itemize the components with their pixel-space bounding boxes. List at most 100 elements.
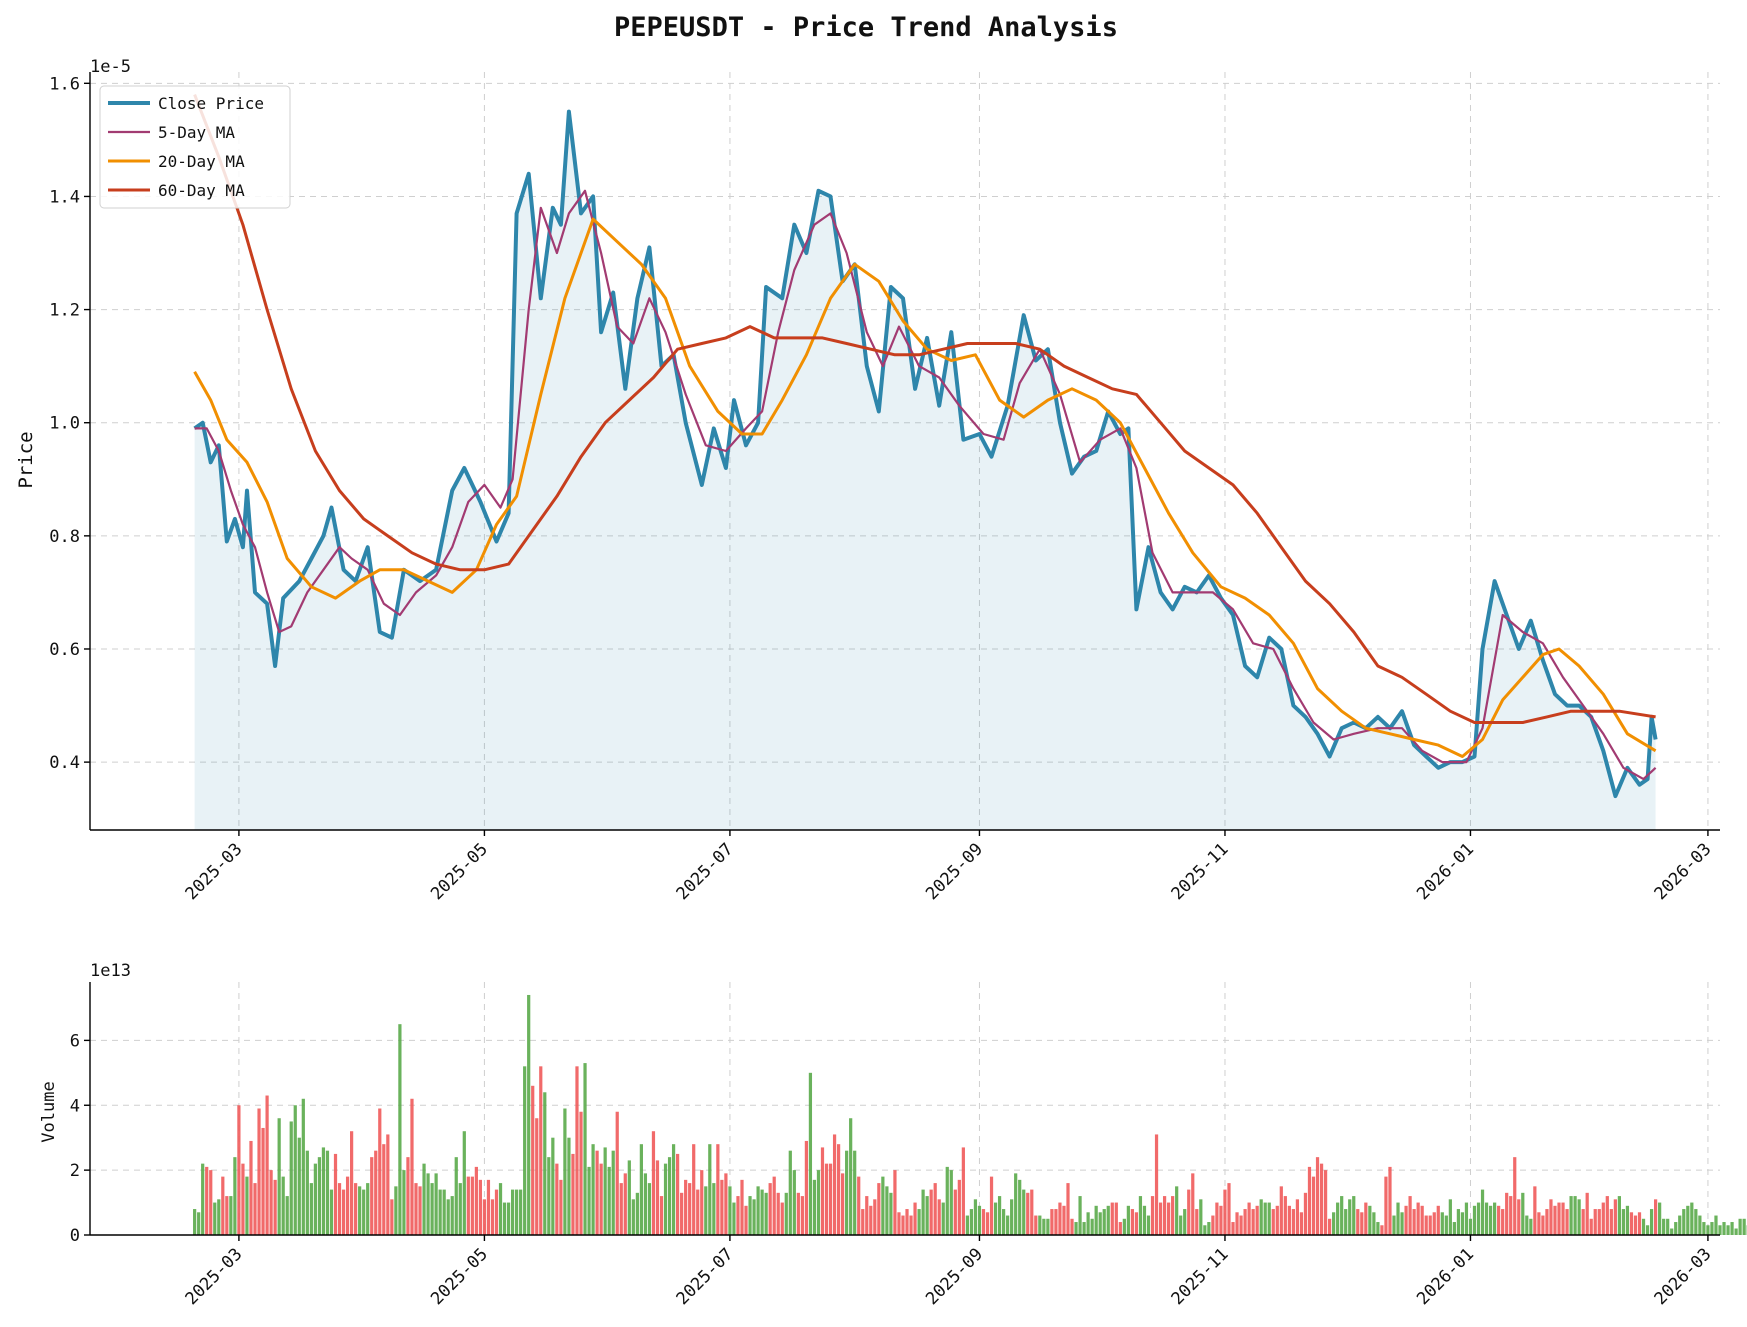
volume-bar-167 [865, 1196, 869, 1235]
volume-bar-299 [1396, 1202, 1400, 1235]
volume-bar-325 [1501, 1209, 1505, 1235]
volume-bar-182 [925, 1196, 929, 1235]
volume-bar-11 [237, 1105, 241, 1235]
volume-bar-216 [1062, 1205, 1066, 1235]
volume-xtick-label-0: 2025-03 [182, 1244, 247, 1309]
volume-bar-118 [667, 1157, 672, 1235]
price-xtick-label-1: 2025-05 [427, 839, 492, 904]
volume-bar-4 [209, 1170, 213, 1235]
volume-bar-35 [333, 1153, 338, 1235]
volume-bar-297 [1388, 1166, 1392, 1235]
volume-bar-19 [269, 1170, 273, 1235]
volume-bar-322 [1488, 1205, 1493, 1235]
volume-bar-52 [402, 1170, 406, 1235]
volume-bar-236 [1142, 1205, 1147, 1235]
volume-bar-384 [1738, 1218, 1742, 1235]
volume-bar-70 [474, 1166, 478, 1235]
volume-bar-157 [824, 1163, 829, 1235]
volume-bar-273 [1291, 1209, 1295, 1235]
volume-bar-36 [337, 1183, 342, 1235]
volume-bar-158 [828, 1163, 833, 1235]
volume-bar-290 [1360, 1212, 1364, 1235]
volume-bar-228 [1110, 1202, 1114, 1235]
volume-bar-122 [684, 1179, 688, 1235]
volume-bar-243 [1171, 1196, 1175, 1235]
volume-bar-46 [378, 1108, 382, 1235]
volume-bar-191 [961, 1147, 965, 1235]
volume-bar-168 [869, 1205, 873, 1235]
volume-bar-214 [1054, 1209, 1058, 1235]
close-price-fill-area [194, 111, 1656, 831]
volume-bar-123 [688, 1183, 692, 1235]
volume-xtick-label-3: 2025-09 [922, 1244, 987, 1309]
volume-bar-12 [241, 1163, 245, 1235]
volume-bar-72 [482, 1199, 487, 1235]
volume-bar-179 [913, 1202, 917, 1235]
volume-bar-337 [1549, 1199, 1553, 1235]
volume-bar-377 [1710, 1222, 1714, 1235]
volume-bar-56 [418, 1186, 422, 1235]
volume-bar-338 [1553, 1205, 1557, 1235]
volume-bar-226 [1102, 1209, 1106, 1235]
volume-bar-28 [305, 1150, 309, 1235]
volume-bar-109 [631, 1199, 635, 1235]
volume-bar-49 [390, 1199, 394, 1235]
volume-bar-186 [941, 1202, 945, 1235]
volume-bar-279 [1315, 1157, 1320, 1235]
volume-bar-95 [575, 1066, 579, 1235]
volume-bar-62 [442, 1189, 446, 1235]
volume-bar-21 [277, 1118, 281, 1235]
volume-bar-281 [1323, 1170, 1328, 1235]
volume-bar-364 [1658, 1202, 1662, 1235]
volume-bar-205 [1018, 1179, 1022, 1235]
volume-bar-127 [704, 1186, 708, 1235]
volume-xtick-label-5: 2026-01 [1413, 1244, 1478, 1309]
volume-bar-162 [845, 1150, 849, 1235]
volume-bar-276 [1303, 1192, 1308, 1235]
volume-xtick-label-4: 2025-11 [1168, 1244, 1233, 1309]
volume-bar-119 [671, 1144, 676, 1235]
volume-bar-367 [1670, 1228, 1674, 1235]
volume-bar-165 [857, 1176, 861, 1235]
volume-bar-27 [301, 1098, 305, 1235]
volume-bar-340 [1561, 1202, 1565, 1235]
volume-bar-309 [1436, 1205, 1440, 1235]
volume-bar-155 [816, 1170, 821, 1235]
volume-bar-105 [615, 1111, 619, 1235]
volume-bar-22 [281, 1176, 285, 1235]
volume-bar-361 [1645, 1225, 1650, 1235]
price-xtick-label-4: 2025-11 [1168, 839, 1233, 904]
volume-bar-311 [1444, 1215, 1448, 1235]
volume-bar-196 [981, 1209, 986, 1235]
volume-bar-166 [861, 1209, 865, 1235]
volume-bar-188 [949, 1170, 953, 1235]
price-ytick-label-4: 1.2 [49, 301, 80, 321]
volume-bar-233 [1130, 1209, 1135, 1235]
price-ytick-label-6: 1.6 [49, 74, 80, 94]
price-xtick-label-5: 2026-01 [1413, 839, 1478, 904]
volume-bar-68 [466, 1176, 470, 1235]
volume-bar-379 [1718, 1225, 1722, 1235]
volume-bar-44 [370, 1157, 374, 1235]
volume-bar-344 [1577, 1199, 1581, 1235]
volume-bar-16 [257, 1108, 261, 1235]
volume-bar-108 [627, 1160, 631, 1235]
volume-bar-329 [1517, 1199, 1521, 1235]
volume-bar-184 [933, 1183, 937, 1235]
price-ytick-label-5: 1.4 [49, 187, 80, 207]
volume-bar-89 [551, 1137, 555, 1235]
volume-bar-357 [1629, 1212, 1634, 1235]
volume-bar-359 [1637, 1212, 1642, 1235]
volume-bar-104 [611, 1150, 615, 1235]
volume-bar-365 [1662, 1218, 1666, 1235]
volume-bar-6 [217, 1199, 221, 1235]
volume-bar-252 [1207, 1222, 1211, 1235]
volume-bar-280 [1319, 1163, 1324, 1235]
volume-bar-175 [897, 1212, 901, 1235]
volume-bar-142 [764, 1192, 768, 1235]
volume-bar-96 [579, 1111, 583, 1235]
volume-bar-363 [1654, 1199, 1658, 1235]
volume-bar-24 [289, 1121, 293, 1235]
volume-bar-317 [1468, 1218, 1473, 1235]
volume-bar-259 [1235, 1212, 1239, 1235]
